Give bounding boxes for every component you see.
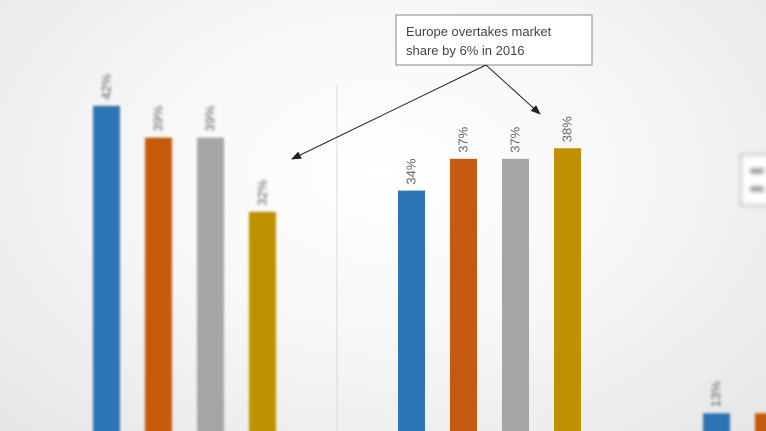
bar (145, 137, 172, 431)
callout-arrow-right (485, 64, 541, 115)
callout-box-cropped (740, 154, 766, 206)
bar-value-label: 34% (404, 158, 419, 184)
bar-value-label: 37% (456, 126, 471, 152)
callout-annotation: Europe overtakes market share by 6% in 2… (291, 14, 593, 160)
bar-value-label: 42% (99, 73, 114, 99)
bar (93, 105, 120, 431)
bar-value-label: 38% (560, 116, 575, 142)
bar (554, 148, 581, 431)
bar (197, 137, 224, 431)
bar (249, 211, 276, 431)
bar-value-label: 32% (255, 179, 270, 205)
callout-text-smudge (750, 186, 764, 192)
callout-arrow-left (291, 64, 487, 160)
callout-annotation-cropped (740, 154, 766, 206)
bar-value-label: 39% (151, 105, 166, 131)
bar-value-label: 13% (709, 381, 724, 407)
bar (450, 158, 477, 431)
bar-value-label: 37% (508, 126, 523, 152)
callout-line-1: Europe overtakes market (406, 24, 552, 39)
bar (755, 413, 766, 431)
bar (398, 190, 425, 431)
bar (703, 413, 730, 431)
callout-line-2: share by 6% in 2016 (406, 43, 525, 58)
bar-value-label: 39% (203, 105, 218, 131)
callout-box (395, 14, 593, 66)
callout-text-smudge (750, 168, 764, 174)
bar (502, 158, 529, 431)
